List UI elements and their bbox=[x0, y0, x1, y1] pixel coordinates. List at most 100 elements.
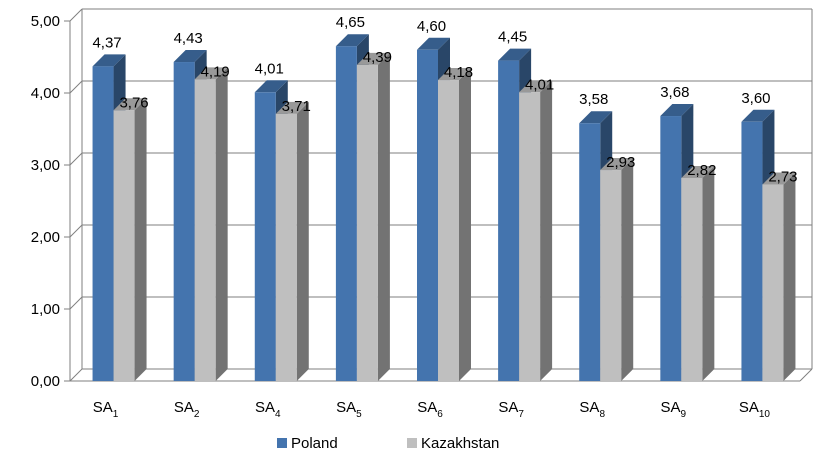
bar-front bbox=[660, 116, 682, 381]
bar-front bbox=[438, 80, 459, 381]
y-tick-label: 5,00 bbox=[31, 13, 60, 30]
bar-front bbox=[335, 46, 357, 381]
bar-top bbox=[356, 52, 390, 65]
bar-front bbox=[417, 49, 438, 382]
data-label-kazakhstan: 2,93 bbox=[606, 154, 635, 171]
bar-kazakhstan-1 bbox=[194, 67, 228, 381]
data-label-poland: 4,45 bbox=[498, 29, 527, 46]
y-tick-label: 0,00 bbox=[31, 373, 60, 390]
bar-top bbox=[173, 50, 207, 63]
data-label-poland: 4,43 bbox=[174, 30, 203, 47]
data-label-kazakhstan: 4,19 bbox=[201, 63, 230, 80]
y-tick-labels: 0,00 1,00 2,00 3,00 4,00 5,00 bbox=[31, 13, 60, 390]
legend-label: Kazakhstan bbox=[421, 435, 499, 452]
legend-item-kazakhstan: Kazakhstan bbox=[407, 435, 499, 452]
y-tick-label: 1,00 bbox=[31, 301, 60, 318]
x-category-label: SA8 bbox=[579, 399, 605, 420]
bar-top bbox=[92, 54, 126, 67]
bar-top bbox=[681, 165, 715, 178]
bar-top bbox=[335, 34, 369, 47]
bar-top bbox=[417, 37, 450, 50]
data-label-poland: 3,58 bbox=[579, 91, 608, 108]
data-label-kazakhstan: 4,01 bbox=[525, 76, 554, 93]
data-label-poland: 4,01 bbox=[255, 60, 284, 77]
y-tick-label: 3,00 bbox=[31, 157, 60, 174]
bar-front bbox=[600, 170, 622, 381]
legend-item-poland: Poland bbox=[277, 435, 338, 452]
bar-front bbox=[579, 123, 601, 382]
bar-kazakhstan-4 bbox=[438, 68, 471, 381]
bar-top bbox=[519, 80, 553, 93]
bar-side bbox=[540, 80, 553, 381]
legend: Poland Kazakhstan bbox=[277, 435, 499, 452]
x-category-label: SA9 bbox=[661, 399, 687, 420]
data-label-kazakhstan: 4,39 bbox=[363, 49, 392, 66]
gridline-side bbox=[69, 8, 83, 22]
bar-front bbox=[356, 64, 378, 382]
data-label-kazakhstan: 2,73 bbox=[768, 168, 797, 185]
data-label-kazakhstan: 2,82 bbox=[687, 162, 716, 179]
data-label-kazakhstan: 3,76 bbox=[119, 94, 148, 111]
bar-top bbox=[113, 98, 147, 111]
gridline-side bbox=[69, 80, 83, 94]
bar-kazakhstan-7 bbox=[681, 165, 715, 381]
y-tick-label: 2,00 bbox=[31, 229, 60, 246]
data-label-poland: 3,60 bbox=[741, 90, 770, 107]
bar-side bbox=[377, 52, 390, 382]
bars bbox=[92, 34, 796, 382]
bar-front bbox=[275, 113, 297, 381]
x-category-label: SA4 bbox=[255, 399, 281, 420]
data-label-poland: 4,65 bbox=[336, 14, 365, 31]
data-labels: 4,37 3,76 4,43 4,19 4,01 3,71 4,65 4,39 4,60 4,18… bbox=[92, 14, 797, 185]
bar-side bbox=[783, 172, 796, 381]
bar-front bbox=[741, 121, 763, 382]
legend-swatch bbox=[277, 438, 287, 448]
gridline-side bbox=[69, 152, 83, 166]
bar-top bbox=[194, 67, 228, 80]
bar-front bbox=[762, 184, 784, 381]
bar-side bbox=[134, 98, 147, 381]
data-label-poland: 4,60 bbox=[417, 18, 446, 35]
x-category-label: SA7 bbox=[498, 399, 524, 420]
bar-side bbox=[621, 158, 634, 381]
bar-top bbox=[275, 101, 309, 114]
x-category-label: SA5 bbox=[336, 399, 362, 420]
bar-side bbox=[459, 68, 471, 381]
bar-kazakhstan-5 bbox=[519, 80, 553, 381]
bar-front bbox=[254, 92, 276, 381]
bar-top bbox=[660, 104, 694, 117]
data-label-poland: 4,37 bbox=[92, 34, 121, 51]
x-category-label: SA1 bbox=[93, 399, 119, 420]
bar-front bbox=[194, 79, 216, 381]
bar-kazakhstan-8 bbox=[762, 172, 796, 381]
bar-kazakhstan-6 bbox=[600, 158, 634, 381]
data-label-kazakhstan: 3,71 bbox=[282, 98, 311, 115]
bar-kazakhstan-3 bbox=[356, 52, 390, 382]
bar-front bbox=[92, 66, 114, 382]
x-category-label: SA2 bbox=[174, 399, 200, 420]
bar-side bbox=[702, 165, 715, 381]
legend-swatch bbox=[407, 438, 417, 448]
bar-kazakhstan-0 bbox=[113, 98, 147, 381]
bar-top bbox=[579, 111, 613, 124]
floor-right-edge bbox=[799, 368, 813, 382]
bar-top bbox=[438, 68, 471, 81]
x-category-labels: SA1 SA2 SA4 SA5 SA6 SA7 SA8 SA9 SA10 bbox=[93, 399, 771, 420]
bar-kazakhstan-2 bbox=[275, 101, 309, 381]
gridline-side bbox=[69, 224, 83, 238]
bar-front bbox=[113, 110, 135, 381]
bar-top bbox=[498, 48, 532, 61]
bar-top bbox=[741, 109, 775, 122]
bar-front bbox=[519, 92, 541, 381]
y-tick-label: 4,00 bbox=[31, 85, 60, 102]
data-label-kazakhstan: 4,18 bbox=[444, 64, 473, 81]
x-category-label: SA10 bbox=[739, 399, 771, 420]
gridline-side bbox=[69, 296, 83, 310]
x-category-label: SA6 bbox=[417, 399, 443, 420]
bar-front bbox=[681, 177, 703, 381]
bar-top bbox=[600, 158, 634, 171]
bar-side bbox=[296, 101, 309, 381]
legend-label: Poland bbox=[291, 435, 338, 452]
bar-top bbox=[254, 80, 288, 93]
